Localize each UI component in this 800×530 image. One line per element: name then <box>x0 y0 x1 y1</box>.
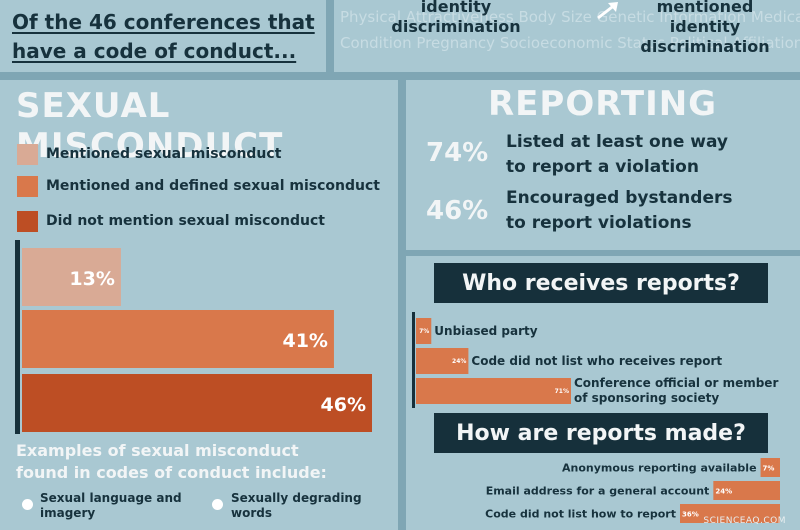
reports-panel: Who receives reports? 7% Unbiased party 24… <box>406 256 800 530</box>
bar-value-label: 71% <box>555 388 569 395</box>
legend-item: Mentioned sexual misconduct <box>17 143 281 165</box>
bar-value-label: 46% <box>321 394 366 416</box>
reporting-stat-label: Listed at least one way to report a viol… <box>506 130 728 180</box>
how-made-bar-chart: 7% Anonymous reporting available 24% Email … <box>485 458 780 523</box>
bar-value-label: 24% <box>715 488 732 496</box>
header-panel: Of the 46 conferences that have a code o… <box>0 0 326 72</box>
bar <box>713 481 780 500</box>
reporting-stat-pct: 74% <box>426 138 489 168</box>
ident-a-line2: discrimination <box>391 17 521 36</box>
sexual-misconduct-title: SEXUAL MISCONDUCT <box>16 86 284 166</box>
reporting-stat-line: Encouraged bystanders <box>506 188 733 208</box>
examples-line-1: Examples of sexual misconduct <box>16 441 299 460</box>
examples-heading: Examples of sexual misconduct found in c… <box>16 440 327 484</box>
category-label: Anonymous reporting available <box>562 462 757 475</box>
bar-value-label: 7% <box>763 465 775 473</box>
header-text: Of the 46 conferences that have a code o… <box>12 8 315 66</box>
bar-value-label: 36% <box>682 511 699 519</box>
bar <box>22 374 372 432</box>
sexual-misconduct-bar-chart: 13% 41% 46% <box>15 240 372 434</box>
identity-panel: Physical Attractiveness Body Size Geneti… <box>334 0 800 72</box>
reporting-panel: REPORTING 74% Listed at least one way to… <box>406 80 800 250</box>
legend-swatch <box>17 210 38 232</box>
ident-b-line1: mentioned identity <box>656 0 754 36</box>
arrow-icon <box>597 2 618 20</box>
category-label: Code did not list who receives report <box>471 354 722 368</box>
who-receives-bar-chart: 7% Unbiased party 24% Code did not list who… <box>412 312 778 408</box>
ident-a-line1: identity <box>420 0 492 16</box>
faded-categories-row-2: Condition Pregnancy Socioeconomic Status… <box>340 34 800 52</box>
legend-label: Mentioned and defined sexual misconduct <box>46 178 380 194</box>
example-item: Sexual language and imagery <box>40 491 182 521</box>
ident-b-line2: discrimination <box>640 37 770 56</box>
bar <box>22 248 121 306</box>
reporting-stat-line: to report a violation <box>506 157 699 177</box>
example-line: imagery <box>40 506 96 520</box>
category-label: Unbiased party <box>434 324 537 338</box>
bar <box>416 348 469 374</box>
bar <box>416 378 571 404</box>
legend-swatch <box>17 175 38 197</box>
category-label: of sponsoring society <box>574 391 719 405</box>
axis-line <box>15 240 20 434</box>
axis-line <box>412 312 415 408</box>
legend-item: Mentioned and defined sexual misconduct <box>17 175 380 197</box>
reporting-title: REPORTING <box>488 84 718 124</box>
how-made-title: How are reports made? <box>434 413 768 453</box>
header-line-2: have a code of conduct... <box>12 39 297 63</box>
bar <box>416 318 432 344</box>
bar-value-label: 41% <box>282 330 327 352</box>
faded-categories-row-1: Physical Attractiveness Body Size Geneti… <box>340 8 800 26</box>
reporting-stat-line: to report violations <box>506 213 692 233</box>
legend-label: Did not mention sexual misconduct <box>46 213 325 229</box>
who-receives-title: Who receives reports? <box>434 263 768 303</box>
example-item: Sexually degrading words <box>231 491 362 521</box>
reporting-stat-label: Encouraged bystanders to report violatio… <box>506 186 733 236</box>
bar-value-label: 13% <box>69 268 114 290</box>
example-line: words <box>231 506 272 520</box>
example-line: Sexual language and <box>40 491 182 505</box>
examples-line-2: found in codes of conduct include: <box>16 463 327 482</box>
bar-value-label: 7% <box>419 328 429 335</box>
category-label: Email address for a general account <box>486 485 710 498</box>
sexual-misconduct-panel: SEXUAL MISCONDUCT Mentioned sexual misco… <box>0 80 398 530</box>
bullet-icon <box>22 499 33 510</box>
legend-item: Did not mention sexual misconduct <box>17 210 325 232</box>
credit-watermark: SCIENCEAQ.COM <box>703 516 786 526</box>
bar <box>680 504 780 523</box>
header-line-1: Of the 46 conferences that <box>12 10 315 34</box>
bar-value-label: 24% <box>452 358 466 365</box>
legend-label: Mentioned sexual misconduct <box>46 146 282 162</box>
identity-discrimination-b: mentioned identity discrimination <box>620 0 790 57</box>
reporting-stat-pct: 46% <box>426 196 489 226</box>
bullet-icon <box>212 499 223 510</box>
bar <box>760 458 780 477</box>
bar <box>22 310 334 368</box>
reporting-stat-line: Listed at least one way <box>506 132 728 152</box>
identity-discrimination-a: identity discrimination <box>386 0 526 37</box>
category-label: Conference official or member <box>574 376 778 390</box>
category-label: Code did not list how to report <box>485 508 676 521</box>
example-line: Sexually degrading <box>231 491 362 505</box>
legend-swatch <box>17 143 38 165</box>
